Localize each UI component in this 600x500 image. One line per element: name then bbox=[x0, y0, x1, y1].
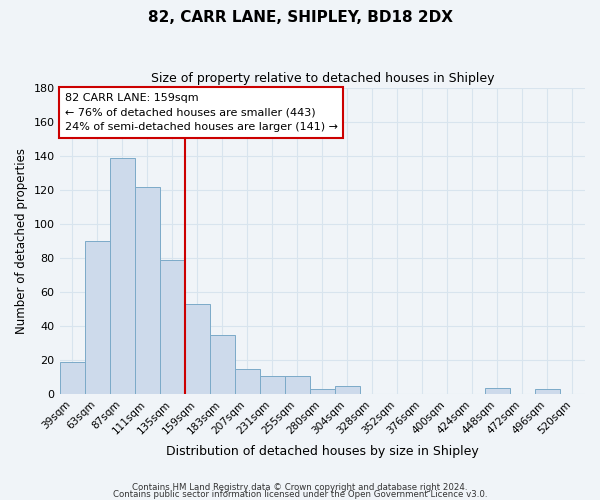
Bar bbox=[335, 386, 360, 394]
Y-axis label: Number of detached properties: Number of detached properties bbox=[15, 148, 28, 334]
Bar bbox=[235, 369, 260, 394]
Bar bbox=[134, 187, 160, 394]
Bar bbox=[160, 260, 185, 394]
Text: Contains HM Land Registry data © Crown copyright and database right 2024.: Contains HM Land Registry data © Crown c… bbox=[132, 484, 468, 492]
Bar bbox=[535, 390, 560, 394]
Title: Size of property relative to detached houses in Shipley: Size of property relative to detached ho… bbox=[151, 72, 494, 86]
Bar bbox=[310, 390, 335, 394]
X-axis label: Distribution of detached houses by size in Shipley: Distribution of detached houses by size … bbox=[166, 444, 479, 458]
Bar bbox=[285, 376, 310, 394]
Bar bbox=[59, 362, 85, 394]
Text: 82 CARR LANE: 159sqm
← 76% of detached houses are smaller (443)
24% of semi-deta: 82 CARR LANE: 159sqm ← 76% of detached h… bbox=[65, 92, 338, 132]
Bar bbox=[485, 388, 510, 394]
Bar bbox=[209, 335, 235, 394]
Bar bbox=[110, 158, 134, 394]
Bar bbox=[85, 242, 110, 394]
Bar bbox=[260, 376, 285, 394]
Text: 82, CARR LANE, SHIPLEY, BD18 2DX: 82, CARR LANE, SHIPLEY, BD18 2DX bbox=[148, 10, 452, 25]
Bar bbox=[185, 304, 209, 394]
Text: Contains public sector information licensed under the Open Government Licence v3: Contains public sector information licen… bbox=[113, 490, 487, 499]
